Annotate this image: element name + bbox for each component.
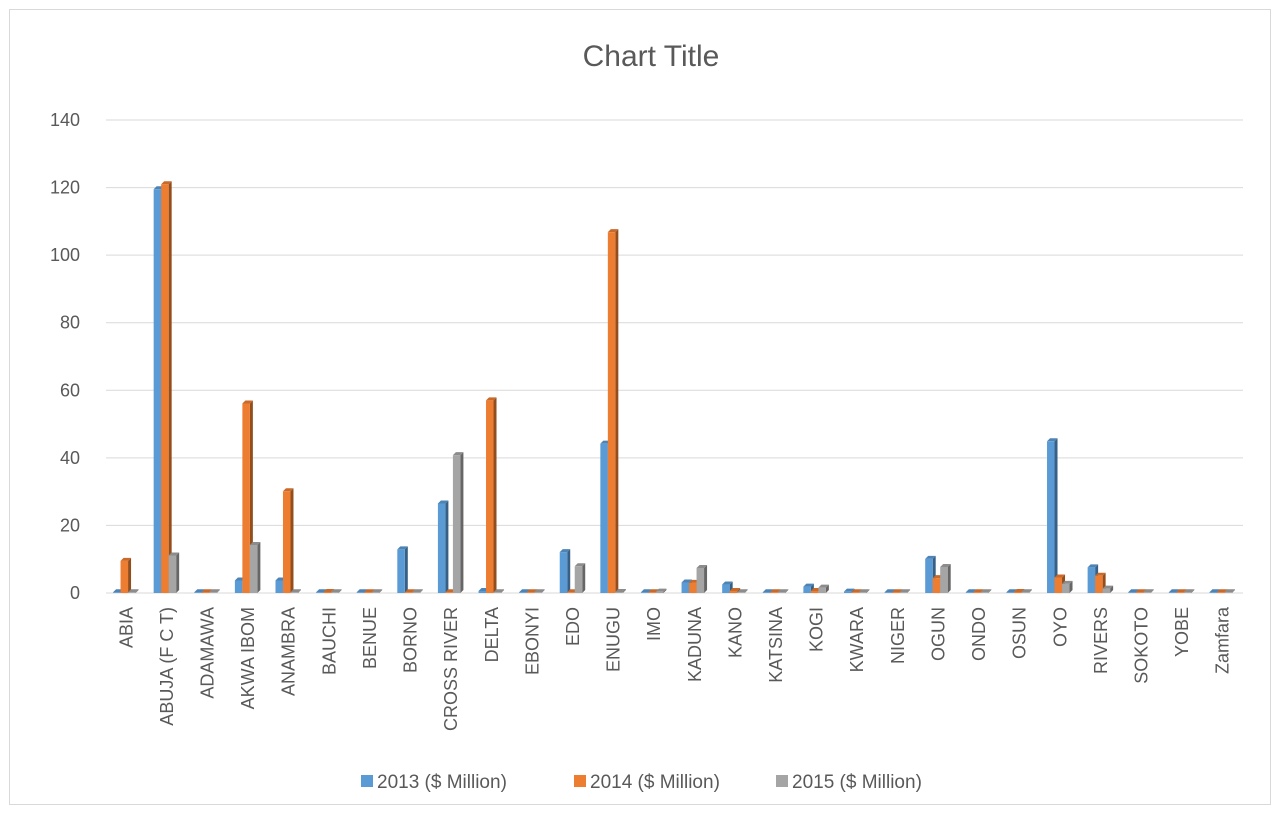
x-tick-label: KATSINA [766, 607, 786, 683]
y-tick-label: 20 [60, 515, 80, 535]
x-tick-label: Zamfara [1213, 606, 1233, 674]
x-tick-label: BAUCHI [319, 607, 339, 675]
bar [858, 589, 870, 593]
bar [397, 546, 408, 593]
x-tick-label: ABUJA (F C T) [157, 607, 177, 726]
bar [161, 181, 172, 593]
bar [1062, 580, 1073, 593]
bar [486, 397, 497, 593]
y-tick-label: 80 [60, 313, 80, 333]
bar [120, 557, 132, 593]
x-tick-label: EBONYI [522, 607, 542, 675]
legend-swatch [776, 775, 788, 787]
x-tick-label: DELTA [482, 607, 502, 662]
x-tick-label: KOGI [807, 607, 827, 652]
chart: Chart Title 0 20 40 60 80 100 120 140 ABIA ABUJA… [50, 40, 1243, 793]
x-tick-label: NIGER [888, 607, 908, 664]
bar [980, 589, 992, 593]
bar [128, 589, 139, 593]
y-tick-label: 100 [50, 245, 80, 265]
bar [282, 488, 294, 593]
x-tick-label: KANO [725, 607, 745, 658]
x-tick-label: OYO [1050, 607, 1070, 647]
y-tick-label: 120 [50, 178, 80, 198]
y-tick-label: 0 [70, 583, 80, 603]
legend-label: 2013 ($ Million) [377, 772, 507, 793]
legend-swatch [574, 775, 586, 787]
bar [899, 589, 911, 593]
y-tick-label: 60 [60, 380, 80, 400]
chart-title: Chart Title [583, 40, 720, 73]
bar [655, 588, 667, 593]
x-tick-label: YOBE [1172, 607, 1192, 657]
bar [290, 589, 301, 593]
x-tick-label: ONDO [969, 607, 989, 661]
x-tick-label: AKWA IBOM [238, 607, 258, 709]
bar [1102, 585, 1114, 593]
x-tick-label: BENUE [360, 607, 380, 669]
x-tick-label: EDO [563, 607, 583, 646]
x-tick-label: OSUN [1010, 607, 1030, 659]
bar [452, 452, 464, 593]
bar [1047, 438, 1058, 593]
bar [168, 552, 180, 593]
x-tick-label: CROSS RIVER [441, 607, 461, 731]
bar [534, 589, 545, 593]
legend-label: 2015 ($ Million) [792, 772, 922, 793]
bar [437, 500, 449, 593]
bar [559, 549, 571, 593]
x-axis: ABIA ABUJA (F C T) ADAMAWA AKWA IBOM ANAMBRA… [116, 606, 1232, 731]
x-tick-label: KWARA [847, 607, 867, 672]
x-tick-label: IMO [644, 607, 664, 641]
gridlines [106, 119, 1243, 594]
x-tick-label: ENUGU [604, 607, 624, 672]
bar [331, 589, 342, 593]
bar [737, 589, 748, 593]
x-tick-label: SOKOTO [1131, 607, 1151, 684]
x-tick-label: KADUNA [685, 607, 705, 682]
y-tick-label: 40 [60, 448, 80, 468]
x-tick-label: ABIA [116, 607, 136, 648]
x-tick-label: ANAMBRA [279, 607, 299, 696]
bar [1183, 589, 1195, 593]
legend: 2013 ($ Million) 2014 ($ Million) 2015 ($ … [361, 772, 922, 793]
x-tick-label: ADAMAWA [198, 607, 218, 699]
x-tick-label: OGUN [928, 607, 948, 661]
bar [249, 542, 261, 593]
bar [1021, 589, 1032, 593]
y-axis: 0 20 40 60 80 100 120 140 [50, 110, 80, 603]
bar [1143, 589, 1154, 593]
y-tick-label: 140 [50, 110, 80, 130]
legend-item: 2015 ($ Million) [776, 772, 922, 793]
bar [371, 589, 383, 593]
bars [113, 181, 1235, 593]
bar [777, 589, 789, 593]
bar [696, 564, 708, 593]
bar [574, 563, 586, 593]
legend-label: 2014 ($ Million) [590, 772, 720, 793]
bar [818, 584, 829, 593]
legend-item: 2014 ($ Million) [574, 772, 720, 793]
bar [607, 229, 619, 593]
bar [493, 589, 505, 593]
bar [412, 589, 423, 593]
legend-swatch [361, 775, 373, 787]
x-tick-label: RIVERS [1091, 607, 1111, 674]
bar [209, 589, 220, 593]
x-tick-label: BORNO [401, 607, 421, 673]
bar [1224, 589, 1235, 593]
chart-frame: Chart Title 0 20 40 60 80 100 120 140 ABIA ABUJA… [9, 9, 1271, 805]
legend-item: 2013 ($ Million) [361, 772, 507, 793]
bar [615, 588, 626, 593]
bar [940, 563, 951, 593]
